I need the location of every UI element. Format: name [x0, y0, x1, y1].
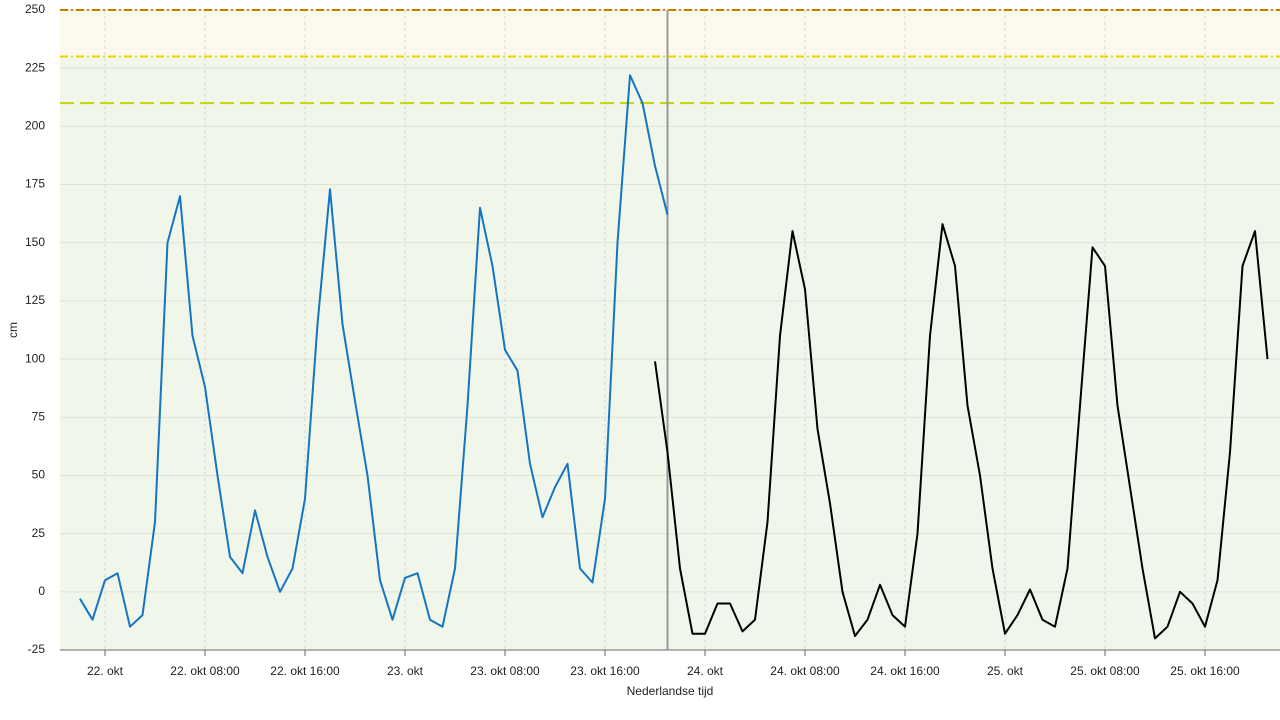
y-tick-label: 0 — [38, 584, 45, 598]
x-tick-label: 25. okt 16:00 — [1170, 664, 1240, 678]
y-tick-label: 200 — [25, 119, 45, 133]
x-tick-label: 25. okt 08:00 — [1070, 664, 1140, 678]
x-tick-label: 22. okt 16:00 — [270, 664, 340, 678]
y-tick-label: 150 — [25, 235, 45, 249]
y-tick-label: 25 — [32, 526, 46, 540]
y-tick-label: 175 — [25, 177, 45, 191]
x-tick-label: 23. okt 16:00 — [570, 664, 640, 678]
x-tick-label: 24. okt — [687, 664, 724, 678]
x-tick-label: 24. okt 08:00 — [770, 664, 840, 678]
y-tick-label: 250 — [25, 2, 45, 16]
y-tick-label: 100 — [25, 351, 45, 365]
x-tick-label: 22. okt — [87, 664, 124, 678]
y-tick-label: 75 — [32, 409, 46, 423]
series-line — [79, 74, 669, 628]
band — [60, 56, 1280, 650]
y-axis-label: cm — [6, 322, 20, 338]
series-line — [654, 223, 1269, 640]
y-tick-label: -25 — [28, 642, 46, 656]
x-axis-label: Nederlandse tijd — [627, 684, 714, 698]
y-tick-label: 225 — [25, 60, 45, 74]
y-tick-label: 125 — [25, 293, 45, 307]
x-tick-label: 23. okt — [387, 664, 424, 678]
x-tick-label: 22. okt 08:00 — [170, 664, 240, 678]
band — [60, 10, 1280, 57]
x-tick-label: 24. okt 16:00 — [870, 664, 940, 678]
x-tick-label: 25. okt — [987, 664, 1024, 678]
x-tick-label: 23. okt 08:00 — [470, 664, 540, 678]
y-tick-label: 50 — [32, 468, 46, 482]
